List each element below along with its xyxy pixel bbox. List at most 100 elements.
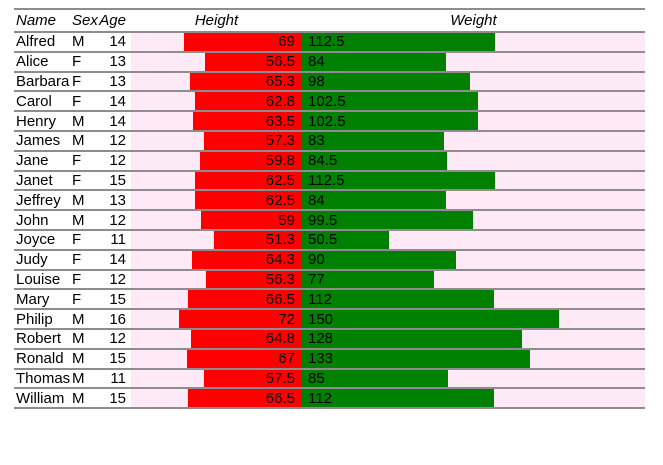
height-value: 67 (278, 350, 295, 368)
height-cell: 59.8 (131, 151, 302, 170)
table-row: James M 12 57.3 83 (14, 131, 645, 152)
table-row: Philip M 16 72 150 (14, 310, 645, 330)
age-cell: 14 (109, 112, 126, 130)
weight-cell: 112.5 (302, 171, 645, 190)
weight-cell: 128 (302, 329, 645, 348)
height-bar: 66.5 (188, 389, 302, 408)
sex-cell: F (72, 290, 82, 308)
height-value: 51.3 (265, 231, 295, 249)
weight-cell: 112 (302, 290, 645, 309)
height-value: 59.8 (265, 152, 295, 170)
weight-bar: 102.5 (302, 92, 478, 111)
weight-bar: 112.5 (302, 171, 495, 190)
height-value: 66.5 (265, 389, 295, 407)
weight-value: 98 (308, 72, 325, 90)
name-cell: Jane (16, 152, 49, 170)
weight-value: 84.5 (308, 152, 338, 170)
column-header-name: Name (16, 12, 57, 29)
height-bar: 51.3 (214, 230, 302, 249)
name-cell: Alice (16, 53, 49, 71)
name-cell: James (16, 132, 61, 150)
height-cell: 56.3 (131, 270, 302, 289)
height-cell: 57.5 (131, 369, 302, 388)
weight-cell: 102.5 (302, 92, 645, 111)
table-row: Henry M 14 63.5 102.5 (14, 112, 645, 132)
name-cell: Robert (16, 330, 62, 348)
height-value: 62.5 (265, 191, 295, 209)
weight-value: 50.5 (308, 231, 338, 249)
weight-value: 102.5 (308, 112, 346, 130)
weight-cell: 84 (302, 52, 645, 71)
age-cell: 12 (109, 330, 126, 348)
sex-cell: M (72, 310, 85, 328)
height-bar: 63.5 (193, 112, 302, 130)
height-bar: 56.5 (205, 52, 302, 71)
sex-cell: F (72, 53, 82, 71)
height-cell: 69 (131, 33, 302, 51)
age-cell: 15 (109, 389, 126, 407)
table-row: Louise F 12 56.3 77 (14, 270, 645, 291)
height-bar: 62.5 (195, 191, 302, 210)
height-value: 56.3 (265, 270, 295, 288)
weight-value: 112.5 (308, 33, 345, 51)
column-header-sex: Sex (72, 12, 98, 29)
name-cell: Thomas (16, 369, 71, 387)
height-cell: 72 (131, 310, 302, 328)
age-cell: 12 (109, 152, 126, 170)
height-value: 69 (278, 33, 295, 51)
height-value: 57.3 (265, 132, 295, 150)
weight-bar: 112 (302, 290, 495, 309)
height-value: 64.8 (265, 330, 295, 348)
name-cell: John (16, 211, 49, 229)
table-row: Janet F 15 62.5 112.5 (14, 171, 645, 192)
sex-cell: M (72, 112, 85, 130)
weight-cell: 50.5 (302, 230, 645, 249)
age-cell: 13 (109, 191, 126, 209)
sex-cell: M (72, 389, 85, 407)
height-value: 62.8 (265, 92, 295, 110)
age-cell: 12 (109, 270, 126, 288)
name-cell: Joyce (16, 231, 56, 249)
height-bar: 57.5 (203, 369, 302, 388)
weight-cell: 85 (302, 369, 645, 388)
table-row: Alfred M 14 69 112.5 (14, 33, 645, 53)
height-cell: 51.3 (131, 230, 302, 249)
weight-bar: 112 (302, 389, 495, 408)
weight-cell: 112 (302, 389, 645, 408)
height-cell: 67 (131, 349, 302, 368)
height-cell: 64.8 (131, 329, 302, 348)
height-value: 63.5 (265, 112, 295, 130)
name-cell: Jeffrey (16, 191, 61, 209)
height-cell: 63.5 (131, 112, 302, 130)
age-cell: 13 (109, 53, 126, 71)
age-cell: 15 (109, 171, 126, 189)
column-header-height: Height (194, 12, 239, 29)
weight-value: 102.5 (308, 92, 346, 110)
weight-value: 85 (308, 369, 325, 387)
sex-cell: F (72, 270, 82, 288)
weight-cell: 84 (302, 191, 645, 210)
weight-value: 99.5 (308, 211, 338, 229)
height-cell: 66.5 (131, 290, 302, 309)
column-header-weight: Weight (450, 12, 497, 29)
sex-cell: F (72, 171, 82, 189)
weight-value: 128 (308, 330, 334, 348)
sex-cell: F (72, 231, 82, 249)
table-row: William M 15 66.5 112 (14, 389, 645, 410)
height-value: 57.5 (265, 369, 295, 387)
height-value: 59 (278, 211, 295, 229)
table-row: Barbara F 13 65.3 98 (14, 72, 645, 93)
height-bar: 62.8 (194, 92, 302, 111)
sex-cell: F (72, 92, 82, 110)
height-bar: 67 (187, 349, 302, 368)
height-value: 66.5 (265, 290, 295, 308)
weight-value: 112.5 (308, 171, 345, 189)
height-bar: 69 (184, 33, 302, 51)
height-value: 72 (278, 310, 295, 328)
sex-cell: M (72, 350, 85, 368)
weight-cell: 102.5 (302, 112, 645, 130)
height-bar: 59 (201, 211, 302, 229)
height-value: 64.3 (265, 251, 295, 269)
weight-value: 77 (308, 270, 325, 288)
age-cell: 11 (110, 231, 126, 249)
